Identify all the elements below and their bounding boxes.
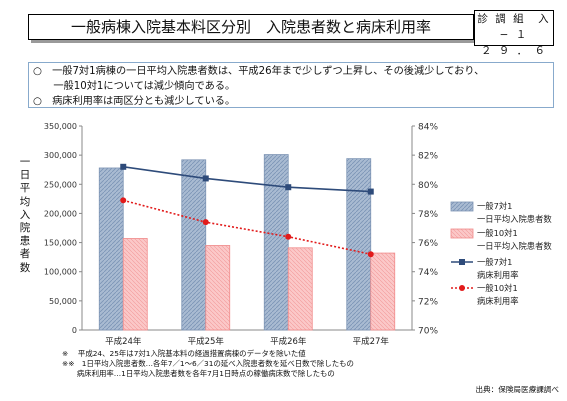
y2-tick-label: 82% [418, 152, 438, 162]
legend-swatch-7to1-bar [450, 201, 474, 212]
legend-label-line2: 病床利用率 [477, 270, 519, 280]
y2-tick-label: 80% [418, 181, 438, 191]
source-note: 出典：保険局医療課調べ [475, 385, 559, 394]
point-10to1-occupancy [367, 251, 374, 258]
footnote-3: 病床利用率…1日平均入院患者数を各年7月1日時点の稼働病床数で除したもの [62, 369, 335, 378]
line-10to1-occupancy [123, 199, 371, 256]
y2-tick-label: 72% [418, 297, 438, 307]
y-axis-label: 一日平均入院患者数 [19, 156, 31, 274]
legend-marker-7to1-line [459, 259, 465, 265]
point-10to1-occupancy [285, 233, 292, 240]
legend-label-line1: 一般10対1 [477, 283, 518, 293]
bar-10to1-patients [122, 238, 148, 331]
point-7to1-occupancy [367, 188, 374, 195]
bar-10to1-patients [370, 252, 396, 331]
page-title: 一般病棟入院基本料区分別 入院患者数と病床利用率 [28, 14, 474, 40]
bar-7to1-patients [263, 154, 289, 331]
point-10to1-occupancy [120, 197, 127, 204]
x-tick-label: 平成24年 [105, 336, 142, 347]
legend-label-line2: 一日平均入院患者数 [477, 214, 552, 224]
y-tick-label: 150,000 [44, 239, 77, 248]
x-tick-label: 平成25年 [188, 336, 225, 347]
document-id-line-1: 診 調 組 入 − １ [477, 13, 551, 41]
bar-7to1-patients [181, 159, 207, 331]
x-tick-label: 平成27年 [353, 336, 390, 347]
legend-label-line1: 一般10対1 [477, 228, 518, 238]
y2-tick-label: 76% [418, 239, 438, 249]
bar-7to1-patients [98, 167, 124, 331]
legend-label-line2: 病床利用率 [477, 296, 519, 306]
point-10to1-occupancy [202, 219, 209, 226]
point-7to1-occupancy [285, 184, 292, 191]
summary-line-3: ○ 病床利用率は両区分とも減少している。 [33, 96, 236, 107]
footnote-2: ※※ 1日平均入院患者数…各年7／1～6／31の延べ入院患者数を延べ日数で除した… [62, 359, 354, 368]
bar-7to1-patients [346, 158, 372, 331]
summary-box: ○ 一般7対1病棟の一日平均入院患者数は、平成26年まで少しずつ上昇し、その後減… [28, 62, 554, 108]
legend-marker-10to1-line [459, 285, 465, 291]
summary-line-2: 一般10対1については減少傾向である。 [33, 81, 236, 92]
legend-label-line1: 一般7対1 [477, 201, 512, 211]
y-tick-label: 50,000 [49, 297, 77, 306]
y2-tick-label: 70% [418, 327, 438, 337]
point-7to1-occupancy [120, 163, 127, 170]
y2-tick-label: 78% [418, 210, 438, 220]
y-tick-label: 0 [72, 326, 77, 335]
y-tick-label: 300,000 [44, 151, 77, 160]
legend-label-line1: 一般7対1 [477, 257, 512, 267]
x-tick-label: 平成26年 [270, 336, 307, 347]
legend-swatch-10to1-bar [450, 228, 474, 239]
y-tick-label: 100,000 [44, 268, 77, 277]
footnote-1: ※ 平成24、25年は7対1入院基本料の経過措置病棟のデータを除いた値 [62, 349, 306, 358]
y-tick-label: 200,000 [44, 209, 77, 218]
y2-tick-label: 84% [418, 123, 438, 133]
point-7to1-occupancy [202, 175, 209, 182]
y-tick-label: 350,000 [44, 122, 77, 131]
y2-tick-label: 74% [418, 268, 438, 278]
footnotes: ※ 平成24、25年は7対1入院基本料の経過措置病棟のデータを除いた値 ※※ 1… [62, 349, 354, 379]
bar-10to1-patients [205, 245, 231, 331]
bar-10to1-patients [287, 247, 313, 331]
summary-line-1: ○ 一般7対1病棟の一日平均入院患者数は、平成26年まで少しずつ上昇し、その後減… [33, 66, 485, 77]
y-tick-label: 250,000 [44, 180, 77, 189]
line-7to1-occupancy [123, 166, 371, 193]
legend-label-line2: 一日平均入院患者数 [477, 241, 552, 251]
